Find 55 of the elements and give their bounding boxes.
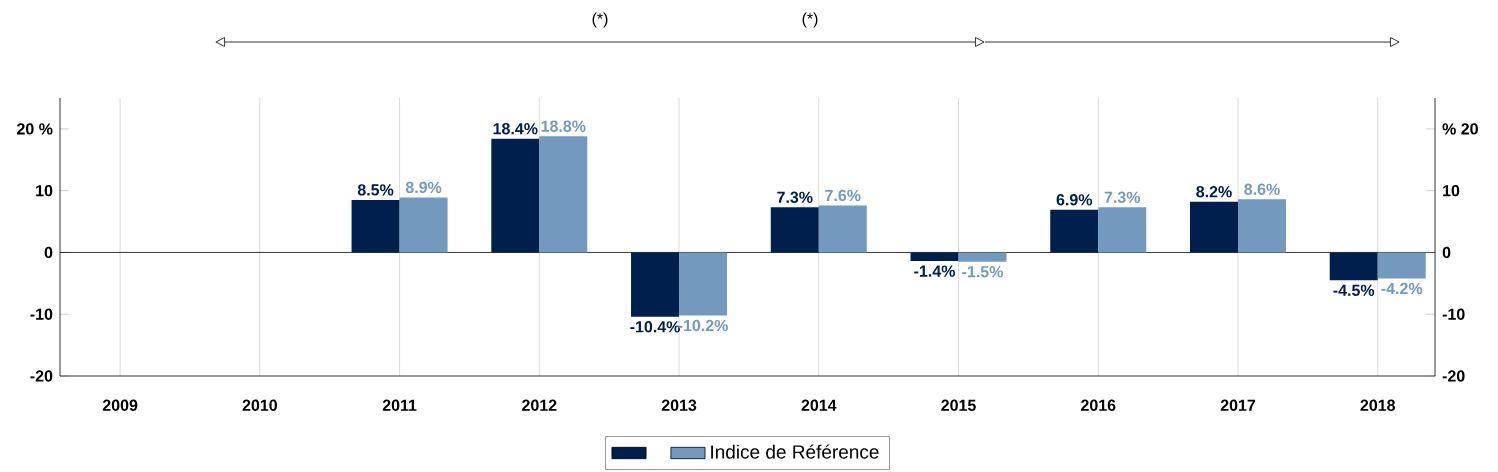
data-label: 8.2% — [1196, 186, 1232, 198]
y-tick-label: 10 — [36, 185, 53, 197]
x-tick-label: 2016 — [1081, 399, 1116, 411]
x-tick-label: 2017 — [1220, 399, 1256, 411]
bar — [1050, 209, 1099, 253]
bar — [1377, 252, 1426, 279]
data-label: -4.5% — [1333, 284, 1375, 296]
text: (*) — [802, 12, 818, 28]
y-tick-label: 0 — [44, 246, 53, 259]
legend-label: Indice de Référence — [711, 444, 879, 459]
data-label: 7.6% — [825, 189, 861, 202]
bar — [1190, 201, 1238, 253]
x-tick-label: 2011 — [382, 399, 417, 411]
bar — [491, 138, 540, 253]
x-tick-label: 2015 — [941, 399, 976, 411]
y2-tick-label: % 20 — [1442, 123, 1478, 135]
data-label: 8.6% — [1244, 183, 1280, 195]
y2-tick-label: 10 — [1443, 185, 1460, 197]
bar — [1098, 207, 1147, 253]
y-tick-label: -10 — [30, 308, 53, 320]
data-label: -1.4% — [914, 265, 955, 277]
bar — [1329, 252, 1378, 281]
bar — [631, 252, 680, 317]
bar — [1238, 199, 1286, 253]
y2-tick-label: 0 — [1442, 246, 1451, 259]
x-tick-label: 2018 — [1360, 399, 1396, 411]
data-label: 7.3% — [777, 191, 813, 203]
x-tick-label: 2013 — [661, 399, 697, 411]
bar — [399, 197, 448, 253]
y2-tick-label: -20 — [1442, 370, 1465, 382]
data-label: -4.2% — [1381, 282, 1423, 295]
data-label: 7.3% — [1104, 191, 1141, 203]
data-label: 18.4% — [493, 123, 538, 135]
y2-tick-label: -10 — [1442, 308, 1465, 320]
data-label: 8.9% — [405, 181, 442, 194]
bar — [351, 199, 400, 253]
data-label: 8.5% — [357, 184, 394, 196]
data-label: -10.2% — [678, 319, 728, 332]
x-tick-label: 2010 — [242, 399, 277, 411]
data-label: 18.8% — [541, 120, 586, 132]
bar — [770, 207, 819, 253]
bar — [679, 252, 728, 316]
bar — [910, 252, 959, 262]
x-tick-label: 2014 — [801, 399, 837, 411]
bar — [818, 205, 867, 253]
bar — [958, 252, 1007, 262]
y-tick-label: -20 — [30, 370, 53, 382]
data-label: -1.5% — [962, 266, 1003, 278]
data-label: 6.9% — [1056, 194, 1093, 206]
y-tick-label: 20 % — [17, 123, 53, 135]
data-label: -10.4% — [630, 321, 680, 333]
bar — [539, 136, 588, 253]
text: (*) — [592, 12, 608, 28]
x-tick-label: 2012 — [522, 399, 557, 411]
x-tick-label: 2009 — [102, 399, 138, 411]
